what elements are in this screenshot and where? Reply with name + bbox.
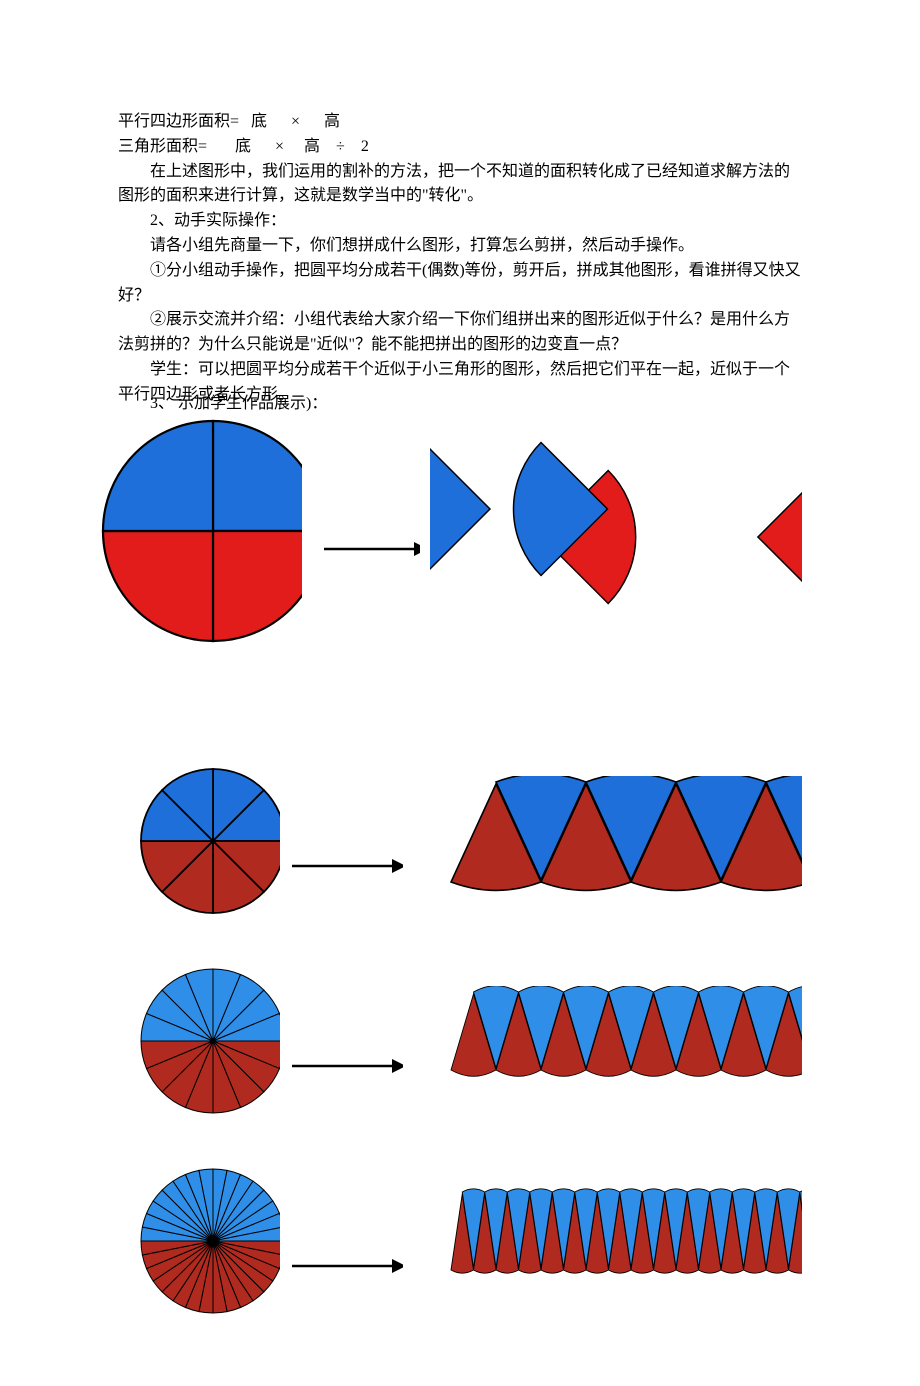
circle-8-sectors xyxy=(138,766,280,916)
overlay-text-3: 3、 示加学生作品展示)： xyxy=(118,392,327,417)
rearranged-4 xyxy=(430,424,802,614)
arrow-icon xyxy=(290,1051,403,1081)
arrow-icon xyxy=(322,534,420,564)
arrow-icon xyxy=(290,1251,403,1281)
heading-hands-on: 2、动手实际操作： xyxy=(118,209,802,234)
formula-parallelogram: 平行四边形面积= 底 × 高 xyxy=(118,110,802,135)
circle-16-sectors xyxy=(138,966,280,1116)
rearranged-8 xyxy=(443,776,802,906)
paragraph-transform: 在上述图形中，我们运用的割补的方法，把一个不知道的面积转化成了已经知道求解方法的… xyxy=(118,160,802,210)
formula-triangle: 三角形面积= 底 × 高 ÷ 2 xyxy=(118,135,802,160)
circle-32-sectors xyxy=(138,1166,280,1316)
rearranged-16 xyxy=(443,986,802,1096)
document-page: 平行四边形面积= 底 × 高 三角形面积= 底 × 高 ÷ 2 在上述图形中，我… xyxy=(0,0,920,1386)
diagram-area: 3、 示加学生作品展示)： xyxy=(118,392,802,1316)
diagram-row-8 xyxy=(118,766,802,916)
diagram-row-32 xyxy=(118,1166,802,1316)
diagram-row-4: 3、 示加学生作品展示)： xyxy=(118,392,802,646)
paragraph-step1: ①分小组动手操作，把圆平均分成若干(偶数)等份，剪开后，拼成其他图形，看谁拼得又… xyxy=(118,259,802,309)
paragraph-discuss: 请各小组先商量一下，你们想拼成什么图形，打算怎么剪拼，然后动手操作。 xyxy=(118,234,802,259)
circle-4-sectors xyxy=(98,416,302,646)
diagram-row-16 xyxy=(118,966,802,1116)
paragraph-step2: ②展示交流并介绍：小组代表给大家介绍一下你们组拼出来的图形近似于什么？是用什么方… xyxy=(118,308,802,358)
arrow-icon xyxy=(290,851,403,881)
rearranged-32 xyxy=(443,1186,802,1296)
